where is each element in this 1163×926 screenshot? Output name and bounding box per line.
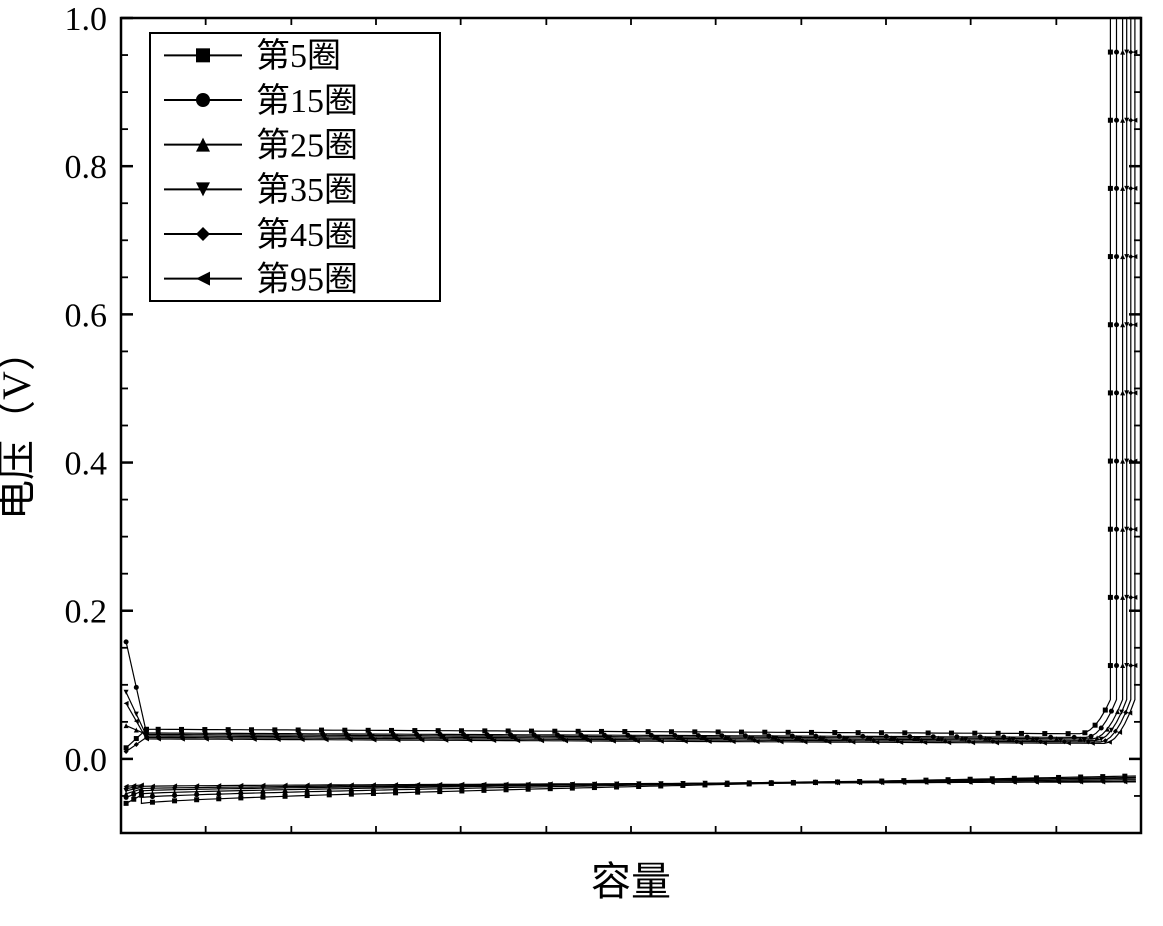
legend-item-label: 第5圈 <box>256 37 341 75</box>
legend-item-label: 第35圈 <box>256 171 358 209</box>
voltage-capacity-chart: 0.0 0.2 0.4 0.6 0.8 1.0 电压（V） 容量 第5圈第15圈第25圈第35圈… <box>0 0 1163 926</box>
legend-item-label: 第25圈 <box>256 127 358 165</box>
legend: 第5圈第15圈第25圈第35圈第45圈第95圈 <box>150 33 440 301</box>
y-tick-label: 1.0 <box>65 1 108 38</box>
legend-item-label: 第15圈 <box>256 82 358 120</box>
legend-item-label: 第95圈 <box>256 261 358 299</box>
y-tick-label: 0.6 <box>65 297 108 334</box>
y-tick-label: 0.0 <box>65 742 108 779</box>
x-axis-label: 容量 <box>591 859 671 904</box>
y-axis-label: 电压（V） <box>0 331 39 520</box>
y-tick-label: 0.8 <box>65 149 108 186</box>
y-tick-label: 0.4 <box>65 445 108 482</box>
chart-svg: 0.0 0.2 0.4 0.6 0.8 1.0 电压（V） 容量 第5圈第15圈第25圈第35圈… <box>0 0 1163 926</box>
y-tick-label: 0.2 <box>65 594 108 631</box>
legend-item-label: 第45圈 <box>256 216 358 254</box>
